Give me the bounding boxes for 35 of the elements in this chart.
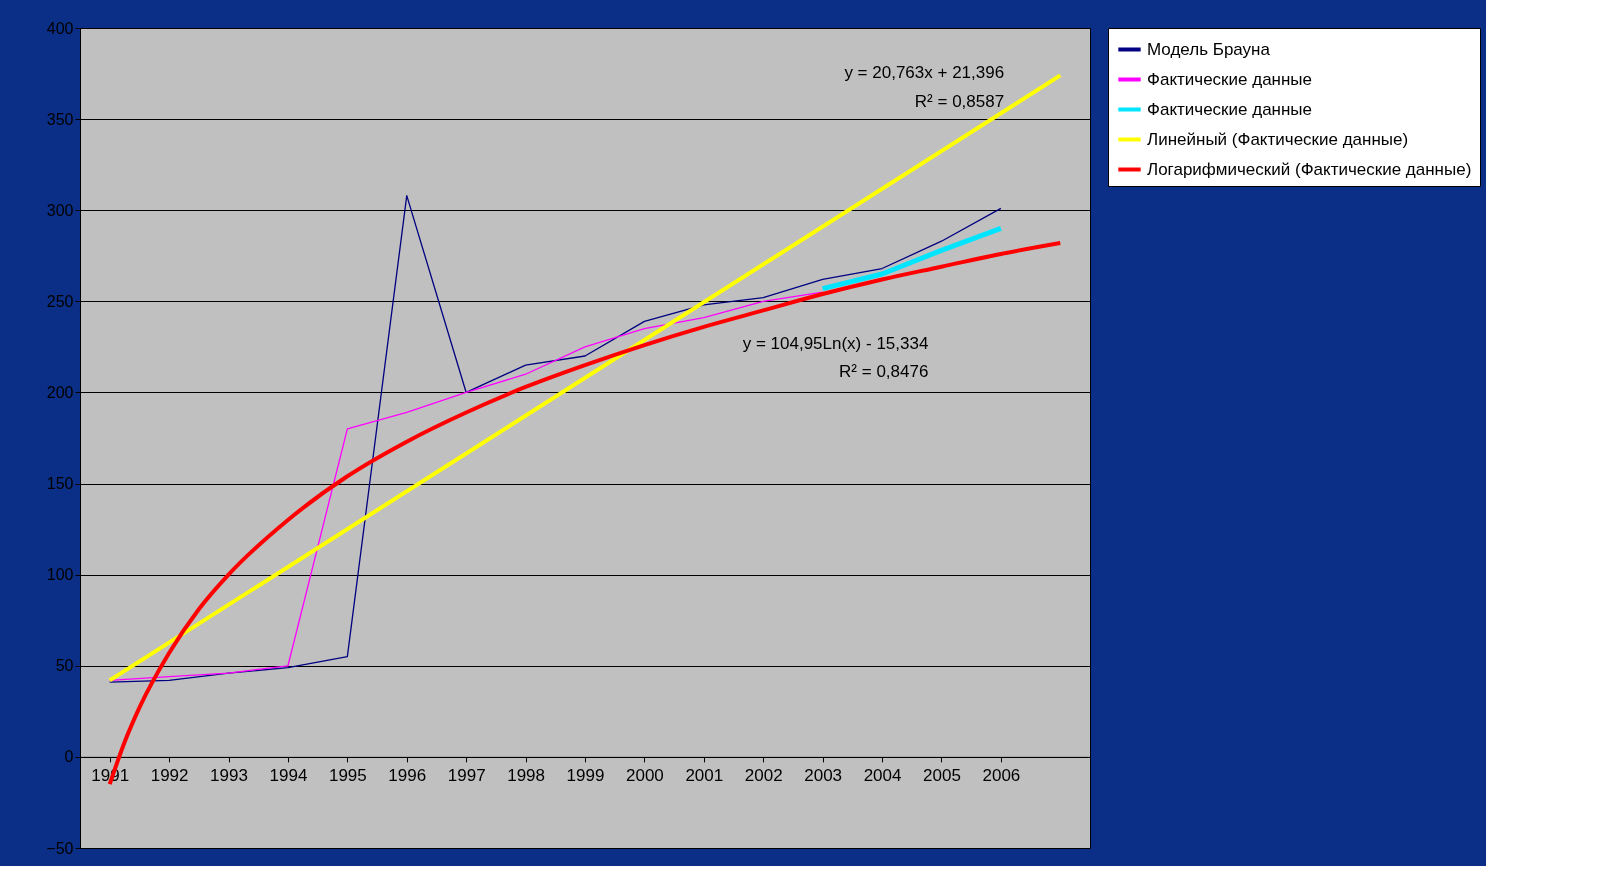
y-tick-label: 100 [46, 566, 74, 584]
x-tick-label: 2003 [804, 766, 843, 786]
x-tick-label: 2001 [685, 766, 724, 786]
y-tick-label: 400 [46, 19, 74, 37]
x-tick-label: 1995 [328, 766, 367, 786]
x-tick-label: 2004 [863, 766, 902, 786]
x-tick-label: 1992 [150, 766, 189, 786]
x-tick-label: 2006 [982, 766, 1021, 786]
x-tick-label: 2002 [744, 766, 783, 786]
legend-label: Линейный (Фактические данные) [1147, 129, 1409, 149]
x-tick-label: 2005 [923, 766, 961, 786]
legend-label: Логарифмический (Фактические данные) [1147, 159, 1472, 179]
x-tick-label: 1999 [566, 766, 605, 786]
annotation: y = 104,95Ln(x) - 15,334 [742, 333, 929, 353]
annotation: R² = 0,8587 [914, 91, 1005, 111]
x-tick-label: 1993 [210, 766, 248, 786]
y-tick-label: 350 [46, 110, 74, 128]
x-tick-label: 2000 [626, 766, 664, 786]
x-tick-label: 1994 [269, 766, 308, 786]
y-tick-label: 0 [64, 748, 74, 766]
line-series [109, 194, 1002, 683]
x-tick-label: 1998 [507, 766, 545, 786]
y-tick-label: −50 [46, 839, 74, 857]
y-tick-label: 250 [46, 292, 74, 310]
y-tick-label: 200 [46, 383, 74, 401]
annotation: R² = 0,8476 [839, 362, 929, 382]
y-tick-label: 150 [46, 475, 74, 493]
x-tick-label: 1997 [447, 766, 486, 786]
legend-label: Фактические данные [1147, 69, 1313, 89]
legend-label: Фактические данные [1147, 99, 1313, 119]
y-tick-label: 300 [46, 201, 74, 219]
annotation: y = 20,763x + 21,396 [844, 63, 1005, 83]
y-tick-label: 50 [55, 657, 74, 675]
legend-label: Модель Брауна [1147, 39, 1271, 59]
x-tick-label: 1996 [388, 766, 427, 786]
